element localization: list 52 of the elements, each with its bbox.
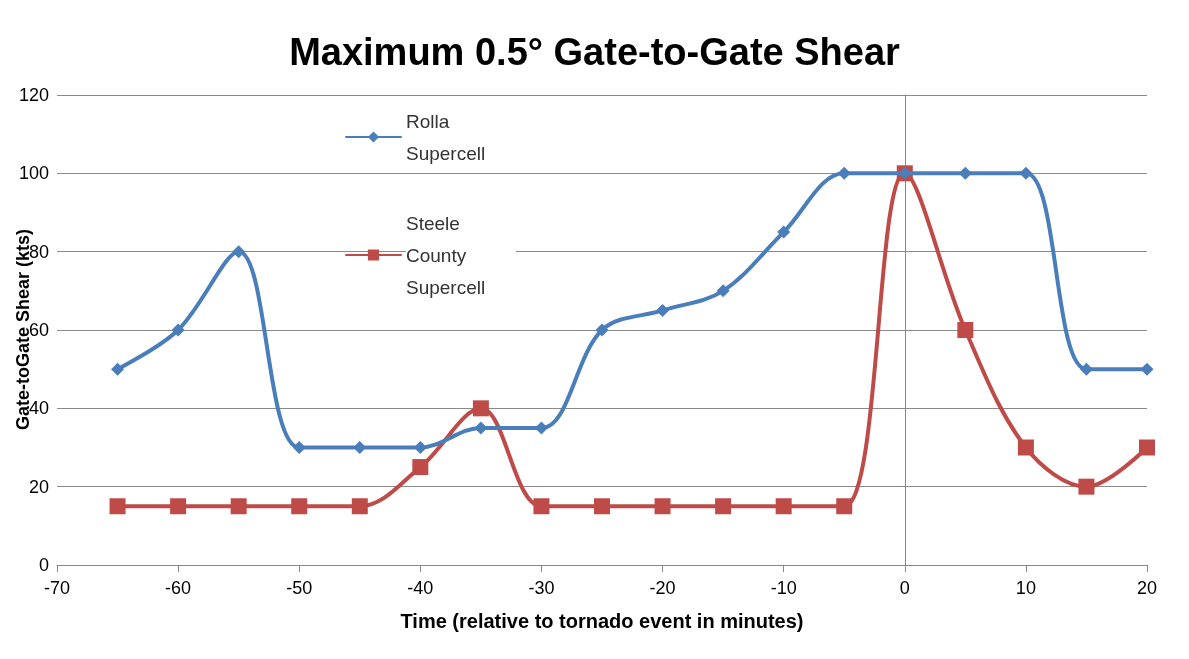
point: [715, 498, 732, 515]
point: [474, 421, 488, 435]
point: [533, 498, 550, 515]
point: [656, 303, 670, 317]
x-tick-label: -20: [649, 578, 676, 598]
point: [472, 400, 489, 417]
point: [1139, 439, 1155, 456]
point: [958, 166, 972, 180]
point: [654, 498, 671, 515]
point: [232, 245, 246, 259]
chart-title: Maximum 0.5° Gate-to-Gate Shear: [289, 31, 901, 73]
point: [1078, 478, 1095, 495]
point: [594, 498, 610, 515]
point: [412, 459, 429, 476]
point: [777, 225, 791, 239]
x-tick-label: -10: [770, 578, 797, 598]
point: [595, 323, 609, 337]
point: [170, 498, 187, 515]
point: [1079, 362, 1093, 376]
point: [230, 498, 247, 515]
point: [1019, 166, 1033, 180]
y-tick-label: 0: [38, 555, 49, 575]
y-tick-label: 20: [28, 476, 49, 497]
point: [109, 498, 126, 515]
y-tick-label: 120: [18, 85, 49, 105]
x-tick-label: -30: [528, 578, 555, 598]
point: [111, 362, 125, 376]
point: [292, 441, 306, 454]
x-axis-title: Time (relative to tornado event in minutes): [400, 610, 804, 632]
point: [291, 498, 308, 515]
x-tick-label: -60: [165, 578, 192, 598]
x-tick-label: -40: [407, 578, 434, 598]
point: [353, 441, 367, 454]
legend-label: Rolla Supercell: [406, 110, 486, 164]
point: [1140, 362, 1154, 376]
point: [351, 498, 368, 515]
point: [775, 498, 792, 515]
x-tick-label: 0: [899, 578, 910, 598]
x-tick-label: 20: [1136, 578, 1158, 598]
point: [836, 498, 853, 515]
point: [957, 322, 974, 338]
x-tick-label: 10: [1015, 578, 1036, 598]
point: [171, 323, 185, 337]
legend-label: Steele County Supercell: [406, 212, 486, 298]
x-tick-label: -70: [43, 578, 71, 598]
point: [837, 166, 851, 180]
point: [716, 284, 730, 298]
point: [413, 441, 427, 454]
y-tick-label: 100: [18, 163, 49, 184]
y-tick-label: 60: [28, 320, 49, 340]
point: [1017, 439, 1034, 456]
x-tick-label: -50: [286, 578, 313, 598]
